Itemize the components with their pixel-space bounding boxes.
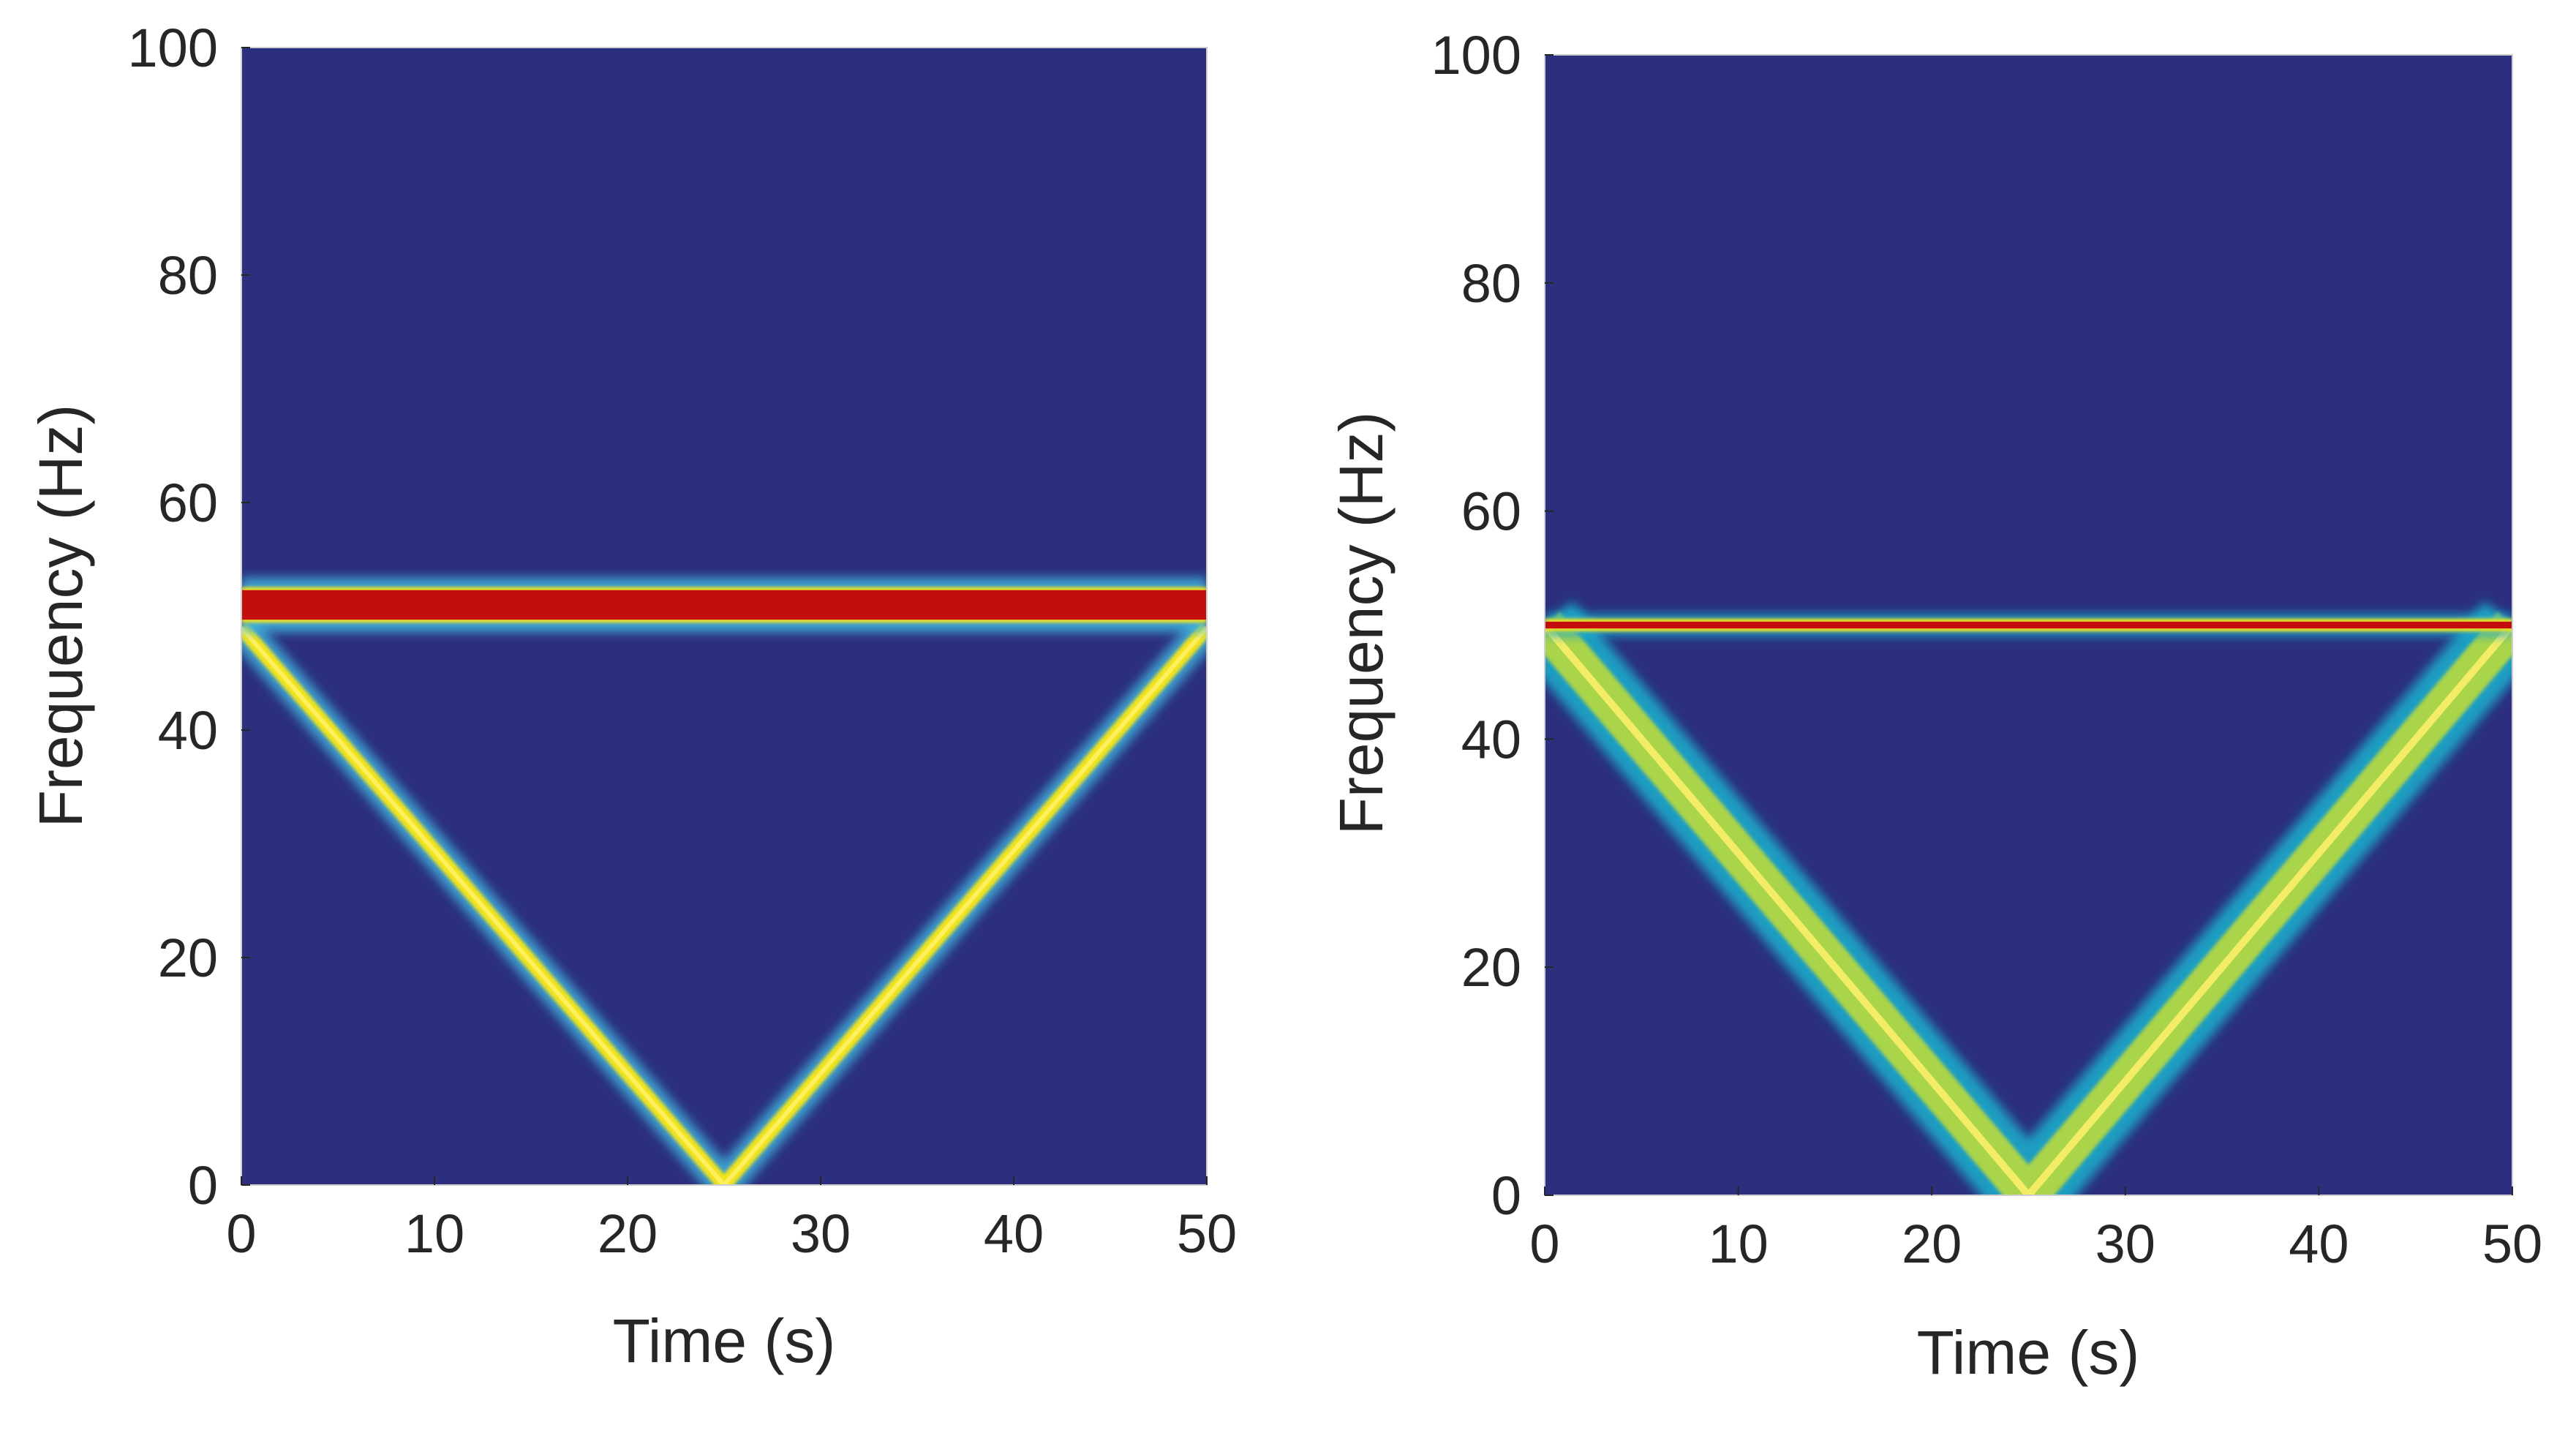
x-tick-label-left-2: 20 [598,1203,658,1264]
heatmap-layer-left [241,48,1207,1185]
plot-frame-right [1544,54,2513,1196]
x-tick-label-left-1: 10 [404,1203,464,1264]
y-tick-label-right-4: 80 [1461,253,1521,314]
y-tick-label-left-5: 100 [128,18,218,78]
x-tick-label-left-3: 30 [791,1203,851,1264]
y-tick-label-left-3: 60 [158,473,218,533]
x-axis-label-right: Time (s) [1917,1318,2140,1387]
plot-frame-left [241,47,1208,1186]
x-axis-label-left: Time (s) [613,1306,836,1375]
chirp-core-right [1545,623,2512,1195]
x-tick-label-right-2: 20 [1902,1214,1962,1274]
y-tick-label-right-5: 100 [1431,25,1521,86]
y-axis-label-left: Frequency (Hz) [26,405,95,828]
x-tick-label-right-1: 10 [1708,1214,1768,1274]
y-tick-label-right-0: 0 [1491,1165,1521,1226]
y-axis-label-right: Frequency (Hz) [1327,412,1396,835]
y-tick-label-right-3: 60 [1461,481,1521,542]
constant-core-right [1545,621,2512,629]
x-tick-label-left-5: 50 [1177,1203,1237,1264]
y-tick-label-left-0: 0 [188,1155,218,1216]
y-ticks-right: 0 20 40 60 80 100 [1431,25,1553,1226]
x-ticks-right: 0 10 20 30 40 50 [1529,1186,2542,1274]
y-tick-label-right-1: 20 [1461,937,1521,998]
chirp-core-left [241,626,1207,1185]
x-tick-label-left-0: 0 [226,1203,256,1264]
x-tick-label-right-0: 0 [1529,1214,1559,1274]
constant-core-left [241,590,1207,620]
x-tick-label-right-3: 30 [2095,1214,2155,1274]
spectrogram-panel-right: 0 10 20 30 40 50 0 20 40 60 80 100 Time (s) Freque… [1327,25,2542,1387]
x-tick-label-right-4: 40 [2289,1214,2349,1274]
y-tick-label-right-2: 40 [1461,709,1521,770]
spectrogram-panel-left: 0 10 20 30 40 50 0 20 40 60 80 100 Time (s) Freque… [26,18,1237,1375]
x-ticks-left: 0 10 20 30 40 50 [226,1176,1237,1264]
y-tick-label-left-1: 20 [158,928,218,988]
heatmap-layer-right [1545,55,2512,1195]
x-tick-label-left-4: 40 [984,1203,1044,1264]
y-tick-label-left-4: 80 [158,245,218,306]
y-ticks-left: 0 20 40 60 80 100 [128,18,250,1216]
y-tick-label-left-2: 40 [158,700,218,761]
x-tick-label-right-5: 50 [2482,1214,2542,1274]
